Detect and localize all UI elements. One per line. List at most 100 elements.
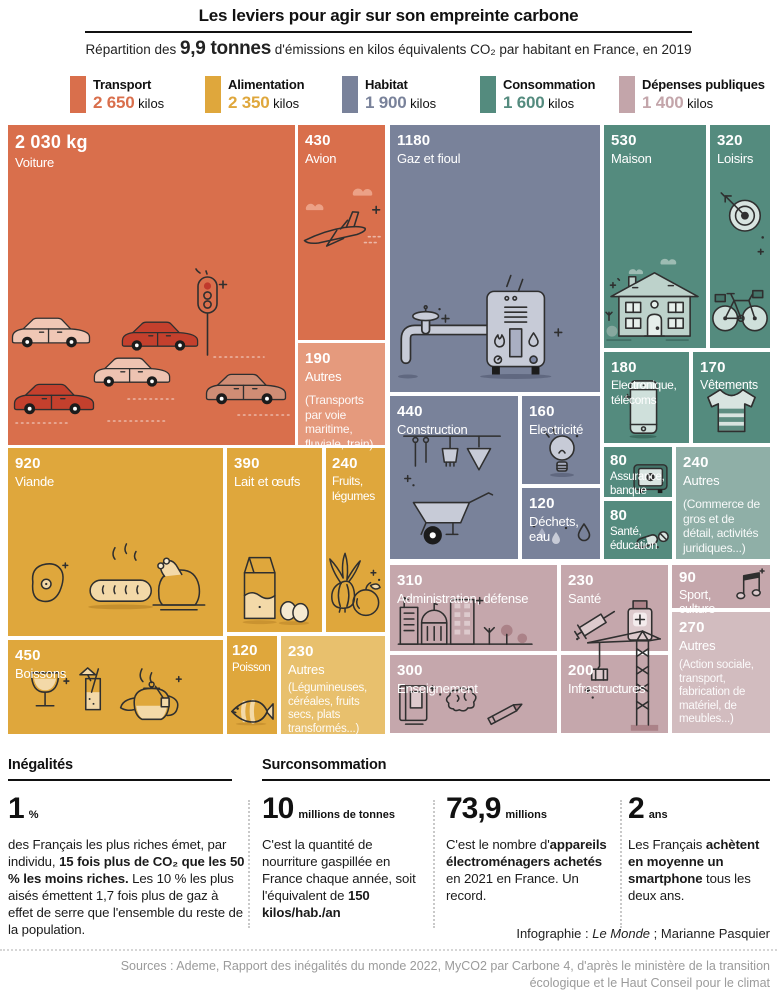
stat-value: 73,9: [446, 792, 501, 825]
page-title: Les leviers pour agir sur son empreinte …: [198, 6, 579, 25]
legend-unit: kilos: [273, 96, 300, 111]
treemap-block-maison: 530 Maison: [604, 125, 706, 348]
legend-unit: kilos: [687, 96, 714, 111]
legend-label: Alimentation: [228, 77, 305, 92]
block-label: Sport, culture: [679, 588, 716, 616]
treemap-block-depenses-autres: 270 Autres (Action sociale, transport, f…: [672, 612, 770, 733]
stat-smartphone: 2 ans Les Français achètent en moyenne un…: [628, 792, 770, 904]
treemap-block-enseignement: 300 Enseignement: [390, 655, 557, 733]
block-label: Administration, défense: [397, 591, 529, 606]
treemap-block-poisson: 120 Poisson: [227, 636, 277, 734]
legend-label: Habitat: [365, 77, 408, 92]
block-label: Electronique, télécoms: [611, 378, 677, 407]
water-drops-icon: [532, 523, 591, 544]
block-label: Autres: [683, 473, 720, 488]
treemap-block-electronique-telecoms: 180 Electronique, télécoms: [604, 352, 689, 443]
block-label: Assurance, banque: [610, 471, 665, 497]
legend-value: 1 400: [642, 93, 684, 112]
inegalites-rule: [8, 779, 232, 781]
footer-dotted-rule: [0, 949, 777, 951]
stat-unit: %: [28, 809, 39, 821]
stat-value: 2: [628, 792, 645, 825]
block-value: 300: [397, 662, 423, 679]
block-value: 920: [15, 455, 41, 472]
block-value: 1180: [397, 132, 431, 149]
treemap-block-viande: 920 Viande: [8, 448, 223, 636]
subtitle: Répartition des 9,9 tonnes d'émissions e…: [0, 38, 777, 60]
lightbulb-icon: [544, 427, 579, 477]
block-label: Fruits, légumes: [332, 474, 375, 503]
stat-inegalites: 1% des Français les plus riches émet, pa…: [8, 792, 246, 938]
legend-label: Transport: [93, 77, 152, 92]
book-brain-pencil-icon: [399, 685, 523, 726]
tshirt-icon: [707, 389, 756, 433]
stat-value: 10: [262, 792, 294, 825]
treemap-block-consommation-autres: 240 Autres (Commerce de gros et de détai…: [676, 447, 770, 559]
crane-icon: [584, 630, 661, 731]
fish-icon: [231, 699, 274, 726]
block-value: 320: [717, 132, 743, 149]
stat-text: des Français les plus riches émet, par i…: [8, 837, 245, 937]
block-label: Poisson: [232, 662, 271, 674]
airplane-icon: [303, 188, 384, 247]
block-value: 530: [611, 132, 637, 149]
block-value: 200: [568, 662, 594, 679]
treemap-block-assurance-banque: 80 Assurance, banque: [604, 447, 672, 497]
syringe-medicine-icon: [574, 600, 653, 641]
block-value: 450: [15, 647, 41, 664]
treemap-block-administration-defense: 310 Administration, défense: [390, 565, 557, 651]
block-value: 440: [397, 403, 423, 420]
block-value: 240: [683, 454, 709, 471]
credit-line: Infographie : Le Monde ; Marianne Pasqui…: [516, 926, 770, 941]
surconsommation-rule: [262, 779, 770, 781]
block-value: 120: [529, 495, 555, 512]
title-rule: [85, 31, 692, 33]
block-label: Autres: [679, 638, 716, 653]
depenses-publiques-swatch-icon: [619, 76, 635, 113]
block-value: 230: [568, 572, 594, 589]
credit-source: Le Monde: [592, 926, 651, 941]
boiler-faucet-icon: [397, 274, 563, 379]
block-value: 240: [332, 455, 358, 472]
block-value: 120: [232, 642, 258, 659]
legend-value: 2 350: [228, 93, 270, 112]
smartphone-icon: [624, 380, 658, 439]
treemap-block-voiture: 2 030 kg Voiture: [8, 125, 295, 445]
block-label: Déchets, eau: [529, 514, 579, 544]
meat-poultry-icon: [31, 543, 206, 611]
block-label: Vêtements: [700, 378, 758, 392]
block-note: (Transports par voie maritime, fluviale,…: [305, 393, 374, 451]
legend-item-alimentation: Alimentation 2 350 kilos: [205, 76, 305, 113]
treemap-block-electricite: 160 Electricité: [522, 396, 600, 484]
consommation-swatch-icon: [480, 76, 496, 113]
block-label: Lait et œufs: [234, 474, 301, 489]
inegalites-heading: Inégalités: [8, 757, 73, 773]
house-icon: [605, 258, 699, 341]
legend-item-depenses-publiques: Dépenses publiques 1 400 kilos: [619, 76, 765, 113]
treemap-block-alimentation-autres: 230 Autres (Légumineuses, céréales, frui…: [281, 636, 385, 735]
dotted-separator: [248, 800, 250, 928]
treemap-block-transport-autres: 190 Autres (Transports par voie maritime…: [298, 343, 385, 451]
subtitle-suffix: d'émissions en kilos équivalents CO₂ par…: [270, 42, 692, 57]
tools-wheelbarrow-icon: [403, 435, 501, 545]
pills-icon: [636, 531, 669, 549]
legend-item-habitat: Habitat 1 900 kilos: [342, 76, 436, 113]
dotted-separator: [433, 800, 435, 928]
legend-item-consommation: Consommation 1 600 kilos: [480, 76, 595, 113]
transport-swatch-icon: [70, 76, 86, 113]
legend-label: Dépenses publiques: [642, 77, 765, 92]
milk-eggs-icon: [242, 556, 310, 626]
legend-value: 1 600: [503, 93, 545, 112]
block-label: Voiture: [15, 155, 55, 170]
block-note: (Commerce de gros et de détail, activité…: [683, 497, 760, 555]
block-value: 230: [288, 643, 314, 660]
block-value: 390: [234, 455, 260, 472]
block-label: Infrastructures: [568, 681, 646, 696]
block-label: Autres: [288, 662, 325, 677]
stat-text: C'est le nombre d'appareils électroménag…: [446, 837, 607, 903]
treemap-block-lait-et-oeufs: 390 Lait et œufs: [227, 448, 322, 632]
treemap-block-avion: 430 Avion: [298, 125, 385, 340]
stat-electromenager: 73,9 millions C'est le nombre d'appareils…: [446, 792, 618, 904]
block-label: Viande: [15, 474, 55, 489]
